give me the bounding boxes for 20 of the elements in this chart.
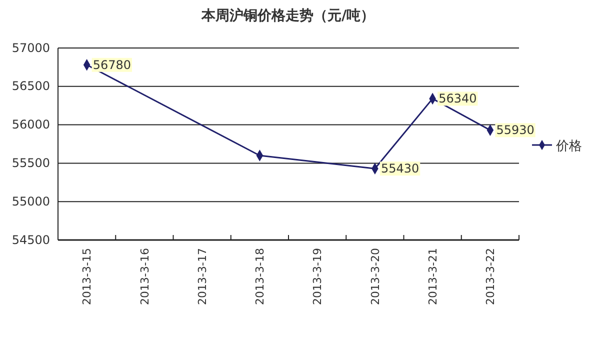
chart-title: 本周沪铜价格走势（元/吨） [200,7,375,24]
data-label: 56780 [92,58,131,72]
legend-label: 价格 [555,139,582,154]
y-tick-label: 55000 [12,194,50,208]
x-tick-label: 2013-3-15 [80,248,94,305]
y-tick-label: 54500 [12,232,50,247]
y-tick-label: 55500 [12,156,50,170]
x-tick-label: 2013-3-21 [426,248,440,305]
x-tick-label: 2013-3-17 [196,248,209,305]
x-tick-label: 2013-3-22 [484,248,498,305]
x-tick-label: 2013-3-16 [138,248,152,305]
x-tick-label: 2013-3-19 [311,248,324,305]
data-label: 56340 [438,92,477,106]
y-tick-label: 56000 [12,118,50,132]
data-label: 55430 [380,162,420,176]
y-tick-label: 57000 [12,40,50,55]
data-label: 55930 [496,123,534,138]
y-tick-label: 56500 [12,79,50,94]
x-tick-label: 2013-3-20 [368,248,382,305]
x-tick-label: 2013-3-18 [254,248,267,305]
